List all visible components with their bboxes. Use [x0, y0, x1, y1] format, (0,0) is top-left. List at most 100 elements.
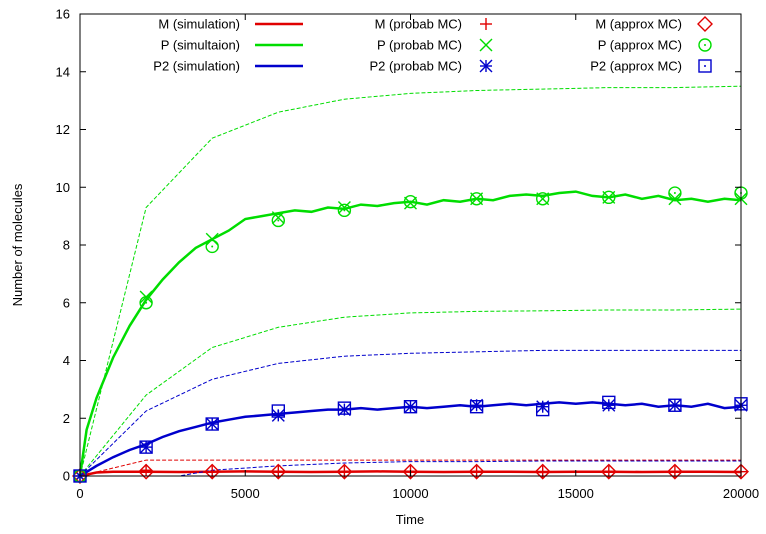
legend-swatch-p-approx-mc-dot	[704, 44, 706, 46]
point-p-probab-mc-4-d2	[337, 200, 351, 214]
point-p-approx-mc-4-ring	[337, 203, 352, 218]
point-p2-approx-mc-6	[469, 400, 484, 414]
point-p-approx-mc-9-dot	[673, 192, 676, 195]
point-p-approx-mc-6-dot	[475, 197, 478, 200]
point-p2-approx-mc-3	[271, 404, 285, 418]
legend-label-p2-probab-mc: P2 (probab MC)	[370, 59, 462, 74]
point-p2-approx-mc-9	[668, 398, 682, 412]
y-tick-label-4: 4	[63, 353, 70, 368]
point-p-probab-mc-2	[205, 232, 219, 246]
y-tick-label-2: 2	[63, 411, 70, 426]
point-p2-approx-mc-8-dot	[607, 401, 610, 404]
point-p-approx-mc-5-ring	[403, 194, 418, 209]
x-tick-label-5000: 5000	[231, 486, 260, 501]
point-m-approx-mc-10	[733, 463, 749, 480]
point-p2-approx-mc-8-box	[602, 395, 616, 410]
point-m-approx-mc-5	[402, 463, 419, 480]
bound-line-p-4	[80, 308, 741, 476]
point-p-approx-mc-4-dot	[343, 209, 346, 212]
x-tick-label-0: 0	[76, 486, 83, 501]
x-axis: 0 5000 10000 15000 20000	[76, 14, 759, 501]
legend-label-m-simulation: M (simulation)	[158, 17, 240, 32]
point-m-approx-mc-6-shape	[468, 463, 485, 480]
series-line-m-simulation	[80, 470, 741, 476]
bound-line-p2-6	[80, 460, 741, 476]
bound-line-p-3	[80, 85, 741, 476]
point-p-approx-mc-3	[271, 213, 285, 228]
point-p-approx-mc-8-ring	[602, 190, 616, 205]
point-p2-probab-mc-8-d2	[602, 398, 616, 412]
x-tick-label-20000: 20000	[723, 486, 759, 501]
legend-swatch-p2-probab-mc	[479, 59, 493, 73]
point-m-approx-mc-8	[600, 463, 617, 480]
y-axis-title: Number of molecules	[10, 183, 25, 306]
point-p2-approx-mc-7-box	[536, 402, 550, 417]
point-p2-approx-mc-1-dot	[145, 446, 148, 449]
y-tick-label-10: 10	[56, 180, 70, 195]
point-p2-probab-mc-7-d2	[536, 400, 550, 414]
legend-swatch-p-approx-mc	[698, 38, 712, 52]
point-p2-probab-mc-7	[536, 400, 550, 414]
point-p-probab-mc-5-d2	[404, 196, 417, 210]
y-tick-label-14: 14	[56, 64, 70, 79]
legend-label-m-probab-mc: M (probab MC)	[375, 17, 462, 32]
legend-swatch-m-probab-mc	[480, 18, 492, 30]
y-tick-label-8: 8	[63, 238, 70, 253]
point-p2-approx-mc-6-box	[469, 400, 484, 414]
legend-label-p-probab-mc: P (probab MC)	[377, 38, 462, 53]
point-p2-approx-mc-4-box	[337, 401, 352, 415]
point-m-approx-mc-0-shape	[72, 468, 88, 484]
point-m-approx-mc-4-shape	[336, 463, 353, 480]
point-m-approx-mc-1-shape	[138, 463, 155, 480]
point-m-probab-mc-1	[140, 464, 153, 477]
point-p2-probab-mc-3-d2	[271, 408, 285, 422]
point-m-approx-mc-3	[270, 463, 287, 480]
legend-label-p2-approx-mc: P2 (approx MC)	[590, 59, 682, 74]
legend-swatch-p2-approx-mc-dot	[704, 65, 706, 67]
point-m-approx-mc-7	[534, 463, 551, 480]
point-p-approx-mc-5-dot	[409, 200, 412, 203]
legend-swatch-m-approx-mc	[697, 16, 713, 32]
point-p-approx-mc-3-dot	[277, 219, 280, 222]
point-p-probab-mc-2-d2	[205, 232, 219, 246]
point-m-approx-mc-1	[138, 463, 155, 480]
point-p-approx-mc-3-ring	[271, 213, 285, 228]
point-p-approx-mc-1	[139, 296, 153, 310]
point-m-approx-mc-0	[72, 468, 88, 484]
point-p-probab-mc-4	[337, 200, 351, 214]
legend-label-m-approx-mc: M (approx MC)	[595, 17, 682, 32]
point-m-approx-mc-8-shape	[600, 463, 617, 480]
legend-swatch-p2-approx-mc-box	[698, 59, 712, 73]
point-m-approx-mc-9	[666, 463, 683, 480]
point-p-approx-mc-1-ring	[139, 296, 153, 310]
legend: M (simulation) P (simultaion) P2 (simulati…	[153, 16, 713, 74]
legend-swatch-p2-probab-mc-d2	[479, 59, 493, 73]
point-p2-approx-mc-2	[205, 417, 219, 431]
point-m-approx-mc-10-shape	[733, 463, 749, 480]
bound-line-p2-5	[80, 349, 741, 476]
point-m-approx-mc-9-shape	[666, 463, 683, 480]
series-line-p-simultaion	[80, 190, 741, 476]
point-p2-approx-mc-2-box	[205, 417, 219, 431]
point-p-approx-mc-7-ring	[536, 192, 550, 206]
point-p2-approx-mc-8	[602, 395, 616, 410]
point-p-approx-mc-2-ring	[205, 239, 219, 254]
point-p2-approx-mc-4	[337, 401, 352, 415]
point-p-approx-mc-8-dot	[607, 196, 610, 199]
x-axis-title: Time	[396, 512, 424, 527]
point-m-approx-mc-5-shape	[402, 463, 419, 480]
point-p-approx-mc-1-dot	[145, 301, 148, 304]
legend-label-p2-simulation: P2 (simulation)	[153, 59, 240, 74]
point-p2-approx-mc-1-box	[139, 440, 153, 454]
point-p-approx-mc-6-ring	[469, 192, 484, 206]
point-p-approx-mc-5	[403, 194, 418, 209]
legend-swatch-p-approx-mc-ring	[698, 38, 712, 52]
point-p-approx-mc-6	[469, 192, 484, 206]
point-p2-approx-mc-6-dot	[475, 405, 478, 408]
point-p2-approx-mc-7-dot	[541, 408, 544, 411]
point-p-probab-mc-3	[271, 211, 285, 225]
legend-swatch-p2-approx-mc	[698, 59, 712, 73]
point-p2-approx-mc-7	[536, 402, 550, 417]
point-m-approx-mc-6	[468, 463, 485, 480]
